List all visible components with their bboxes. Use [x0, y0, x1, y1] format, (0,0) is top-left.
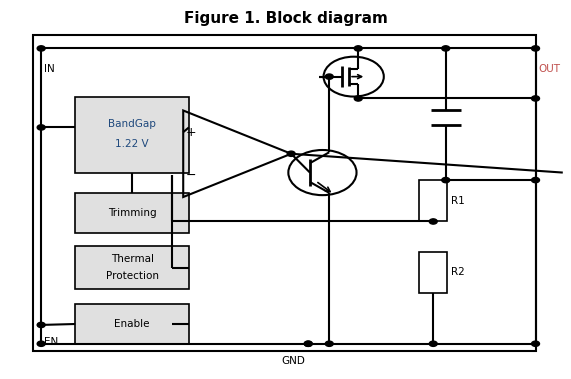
- Text: Enable: Enable: [114, 319, 150, 329]
- Text: IN: IN: [44, 64, 55, 74]
- Circle shape: [325, 74, 333, 79]
- Circle shape: [304, 341, 312, 346]
- Text: −: −: [186, 169, 196, 182]
- Circle shape: [354, 46, 362, 51]
- Bar: [75, 97, 189, 172]
- Bar: [419, 180, 448, 221]
- Text: EN: EN: [44, 337, 58, 347]
- Text: Thermal: Thermal: [111, 254, 154, 264]
- Circle shape: [429, 219, 437, 224]
- Text: GND: GND: [282, 356, 305, 366]
- Circle shape: [532, 341, 540, 346]
- Circle shape: [37, 322, 45, 327]
- Circle shape: [532, 46, 540, 51]
- Text: Trimming: Trimming: [108, 208, 156, 218]
- Text: BandGap: BandGap: [108, 119, 156, 128]
- Circle shape: [532, 96, 540, 101]
- Text: +: +: [186, 125, 196, 139]
- Text: R1: R1: [451, 196, 465, 206]
- Circle shape: [325, 341, 333, 346]
- Circle shape: [37, 46, 45, 51]
- Circle shape: [287, 151, 295, 157]
- Text: R2: R2: [451, 267, 465, 277]
- Circle shape: [429, 341, 437, 346]
- Text: 1.22 V: 1.22 V: [115, 139, 149, 149]
- Circle shape: [37, 125, 45, 130]
- Bar: [75, 193, 189, 233]
- Text: Figure 1. Block diagram: Figure 1. Block diagram: [183, 11, 388, 26]
- Circle shape: [532, 177, 540, 183]
- Bar: [75, 246, 189, 289]
- Bar: [419, 252, 448, 293]
- Circle shape: [354, 96, 362, 101]
- Bar: [75, 304, 189, 344]
- Circle shape: [442, 46, 450, 51]
- Circle shape: [37, 341, 45, 346]
- Circle shape: [304, 341, 312, 346]
- Bar: [33, 35, 536, 351]
- Text: Protection: Protection: [106, 271, 159, 281]
- Text: OUT: OUT: [538, 64, 560, 74]
- Circle shape: [442, 177, 450, 183]
